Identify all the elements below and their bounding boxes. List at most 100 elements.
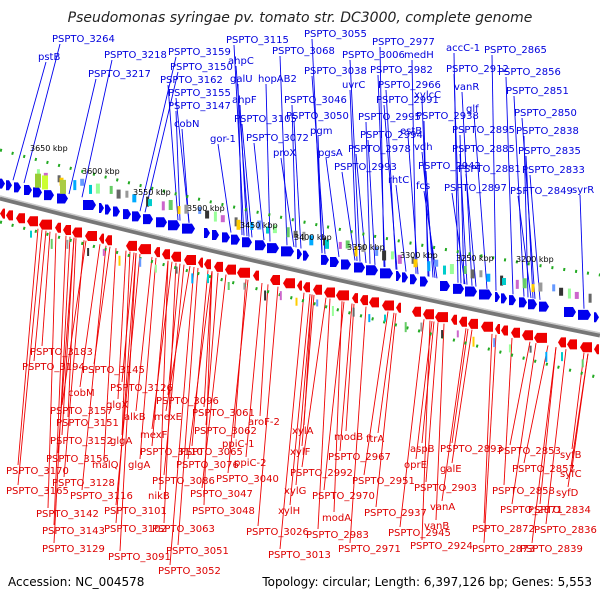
forward-gene-arrow	[212, 229, 219, 240]
reverse-gene-label: PSPTO_3047	[190, 489, 253, 500]
reverse-gene-label: modA	[322, 513, 351, 524]
forward-gene-arrow	[396, 271, 401, 282]
feature-block	[449, 264, 454, 275]
reverse-gene-label: mexE	[154, 412, 182, 423]
reverse-gene-connector	[81, 245, 107, 491]
feature-block	[102, 248, 105, 256]
reverse-gene-connector	[483, 334, 497, 544]
forward-gene-connector	[253, 142, 265, 241]
feature-block	[559, 287, 564, 296]
reverse-gene-connector	[121, 251, 131, 436]
reverse-gene-label: glgA	[110, 436, 132, 447]
reverse-gene-arrow	[567, 339, 577, 350]
reverse-gene-arrow	[558, 337, 566, 348]
feature-block	[125, 190, 129, 198]
reverse-gene-arrow	[303, 282, 310, 293]
feature-block	[404, 322, 407, 333]
feature-block	[191, 273, 194, 284]
feature-block	[325, 239, 329, 249]
forward-gene-label: fcs	[416, 181, 430, 192]
reverse-gene-label: PSPTO_3062	[194, 426, 257, 437]
reverse-gene-label: xylA	[292, 426, 314, 437]
reverse-gene-connector	[203, 271, 213, 408]
forward-gene-connector	[525, 155, 534, 299]
reverse-gene-connector	[191, 270, 209, 447]
feature-block	[413, 259, 418, 268]
reverse-gene-label: PSPTO_2970	[312, 491, 375, 502]
forward-gene-arrow	[267, 243, 279, 254]
forward-gene-arrow	[57, 193, 68, 204]
reverse-gene-connector	[539, 347, 557, 505]
reverse-gene-connector	[571, 352, 585, 450]
reverse-gene-arrow	[16, 213, 25, 224]
feature-block	[154, 264, 157, 273]
forward-gene-arrow	[143, 214, 153, 225]
reverse-gene-label: PSPTO_3194	[22, 362, 85, 373]
forward-gene-arrow	[509, 295, 516, 306]
reverse-gene-label: mexF	[140, 430, 168, 441]
forward-gene-label: PSPTO_3150	[170, 62, 233, 73]
reverse-gene-connector	[245, 282, 263, 458]
forward-gene-arrow	[204, 227, 210, 238]
forward-gene-connector	[311, 75, 326, 254]
reverse-gene-label: PSPTO_2834	[528, 505, 591, 516]
reverse-gene-label: PSPTO_3048	[192, 506, 255, 517]
reverse-gene-connector	[135, 256, 153, 412]
feature-block	[368, 314, 371, 323]
feature-block	[486, 273, 491, 282]
forward-gene-arrow	[242, 237, 252, 248]
feature-block	[420, 322, 423, 332]
reverse-gene-arrow	[171, 251, 181, 262]
feature-block	[272, 225, 277, 234]
feature-block	[508, 344, 511, 353]
forward-gene-arrow	[14, 182, 21, 193]
forward-gene-arrow	[303, 250, 309, 261]
reverse-gene-label: PSPTO_3102	[104, 524, 167, 535]
forward-gene-arrow	[182, 223, 195, 234]
feature-block	[427, 261, 431, 272]
feature-block	[390, 251, 394, 260]
forward-gene-connector	[12, 61, 47, 181]
genome-backbone	[0, 195, 600, 338]
reverse-gene-connector	[301, 294, 315, 447]
forward-gene-label: PSPTO_3068	[272, 46, 335, 57]
forward-gene-label: gor-1	[210, 134, 236, 145]
forward-gene-arrow	[83, 200, 96, 211]
forward-gene-label: PSPTO_2865	[484, 45, 547, 56]
feature-block	[354, 246, 358, 257]
forward-gene-label: PSPTO_3006	[342, 50, 405, 61]
forward-gene-connector	[451, 192, 466, 285]
forward-gene-arrow	[564, 306, 576, 317]
forward-gene-arrow	[222, 232, 230, 243]
feature-block	[479, 270, 483, 278]
forward-gene-label: PSPTO_3055	[304, 29, 367, 40]
reverse-gene-label-lines	[17, 228, 589, 566]
reverse-gene-connector	[53, 236, 71, 544]
forward-gene-label: PSPTO_2850	[514, 108, 577, 119]
reverse-gene-connector	[47, 233, 57, 509]
forward-gene-arrow	[281, 246, 294, 257]
reverse-gene-label: PSPTO_3061	[192, 408, 255, 419]
reverse-gene-connector	[203, 271, 213, 506]
reverse-gene-connector	[79, 244, 101, 388]
reverse-gene-connector	[421, 321, 435, 444]
reverse-gene-label: PSPTO_3126	[110, 383, 173, 394]
reverse-gene-label: PSPTO_3152	[50, 436, 113, 447]
reverse-gene-label: nikB	[148, 491, 170, 502]
forward-gene-label: PSPTO_3038	[304, 66, 367, 77]
forward-gene-label: PSPTO_3217	[88, 69, 151, 80]
feature-block	[175, 266, 178, 274]
reverse-gene-label: oprE	[404, 460, 427, 471]
kbp-tick-label: 3500 kbp	[187, 204, 225, 213]
kbp-tick-label: 3350 kbp	[347, 243, 385, 252]
reverse-gene-connector	[339, 303, 353, 452]
reverse-gene-label: xylG	[284, 486, 306, 497]
reverse-gene-arrow	[237, 267, 250, 278]
forward-gene-arrow	[33, 187, 42, 198]
reverse-gene-arrow	[55, 222, 61, 233]
reverse-gene-label: syfB	[560, 450, 582, 461]
forward-gene-label: ahpF	[232, 95, 257, 106]
feature-block	[264, 290, 267, 301]
feature-block	[295, 297, 298, 306]
forward-gene-connector	[241, 123, 253, 238]
